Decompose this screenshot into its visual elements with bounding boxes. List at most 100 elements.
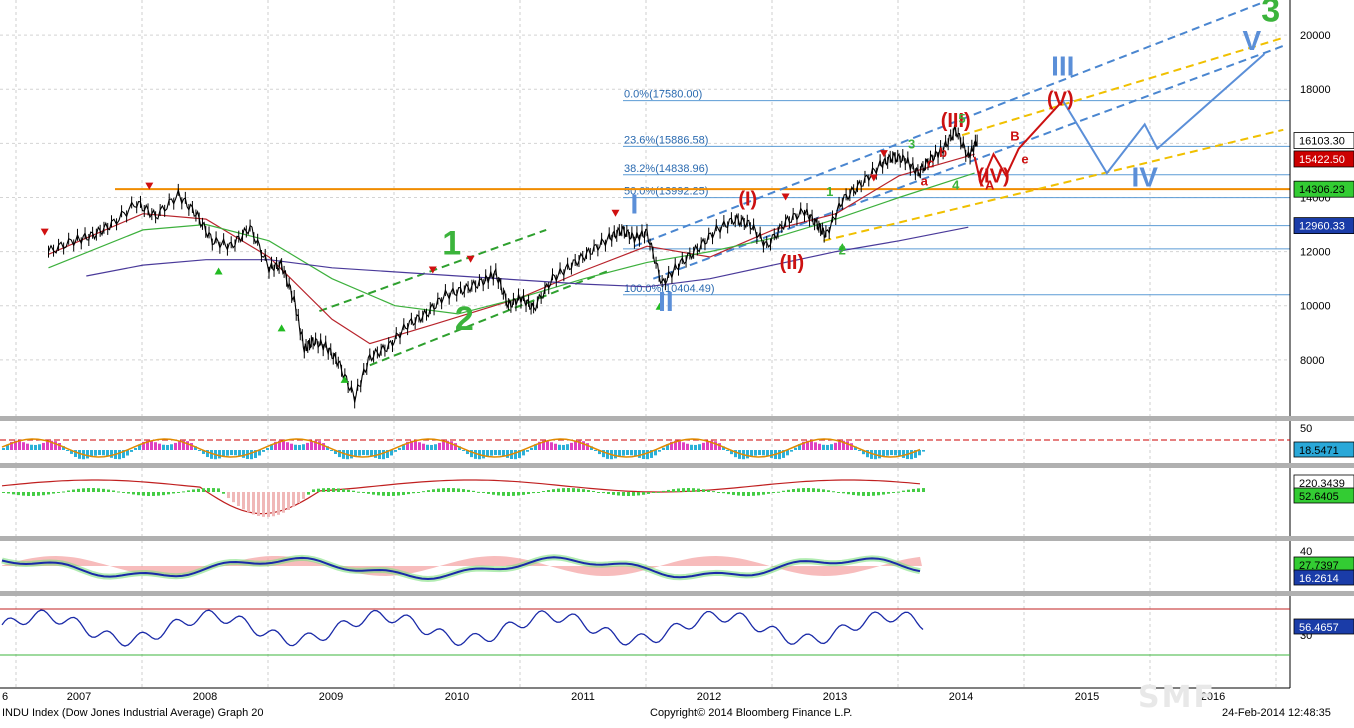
indicator-3-y-tick: 40	[1300, 546, 1312, 558]
indicator-1-bar	[438, 442, 441, 450]
indicator-2-bar	[167, 492, 170, 495]
indicator-1-bar	[526, 450, 529, 452]
indicator-1-bar	[254, 450, 257, 459]
indicator-1-bar	[446, 440, 449, 450]
indicator-1-bar	[530, 447, 533, 450]
indicator-1-bar	[410, 440, 413, 450]
y-tick-label: 18000	[1300, 84, 1331, 96]
signal-marker	[466, 255, 475, 263]
indicator-2-bar	[362, 492, 365, 493]
indicator-2-bar	[702, 489, 705, 492]
indicator-1-bar	[822, 444, 825, 450]
indicator-1-bar	[710, 440, 713, 450]
indicator-1-bar	[362, 450, 365, 456]
indicator-2-bar	[67, 490, 70, 492]
indicator-1-bar	[6, 444, 9, 450]
indicator-1-bar	[38, 444, 41, 450]
indicator-1-bar	[174, 442, 177, 450]
indicator-value-tag	[1293, 569, 1354, 586]
indicator-1-bar	[210, 450, 213, 459]
indicator-2-bar	[112, 490, 115, 492]
indicator-2-bar	[97, 488, 100, 492]
indicator-2-bar	[237, 492, 240, 506]
indicator-1-bar	[762, 450, 765, 456]
indicator-1-bar	[402, 444, 405, 450]
indicator-1-bar	[454, 443, 457, 450]
indicator-1-bar	[606, 450, 609, 459]
wave-label: 5	[958, 111, 965, 126]
indicator-value-tag	[1293, 441, 1354, 458]
indicator-1-bar	[222, 450, 225, 458]
indicator-2-bar	[147, 492, 150, 496]
indicator-1-bar	[74, 450, 77, 458]
signal-marker	[214, 267, 223, 275]
wave-label: III	[1051, 51, 1074, 82]
price-tag-label: 12960.33	[1299, 221, 1345, 233]
indicator-2-bar	[807, 488, 810, 492]
indicator-1-bar	[142, 441, 145, 450]
indicator-2-bar	[607, 492, 610, 495]
indicator-1-bar	[414, 441, 417, 450]
indicator-2-bar	[827, 490, 830, 492]
indicator-2-bar	[652, 492, 655, 493]
indicator-1-bar	[326, 446, 329, 450]
x-tick-label: 6	[2, 691, 8, 703]
trend-channel-line	[823, 128, 1284, 242]
indicator-2-bar	[2, 492, 5, 493]
indicator-2-bar	[832, 491, 835, 493]
indicator-2-bar	[787, 489, 790, 492]
indicator-2-bar	[687, 488, 690, 492]
indicator-2-bar	[182, 491, 185, 493]
signal-marker	[277, 324, 286, 332]
indicator-2-bar	[152, 492, 155, 496]
indicator-2-bar	[762, 492, 765, 495]
indicator-1-bar	[830, 444, 833, 450]
signal-marker	[340, 375, 349, 383]
indicator-2-bar	[252, 492, 255, 515]
indicator-2-bar	[277, 492, 280, 515]
indicator-1-bar	[350, 450, 353, 459]
indicator-1-bar	[738, 450, 741, 459]
indicator-1-bar	[834, 442, 837, 450]
indicator-2-bar	[642, 492, 645, 495]
panel-separator	[0, 463, 1354, 468]
indicator-1-bar	[282, 441, 285, 450]
indicator-3-area	[2, 556, 922, 576]
indicator-4-line	[1, 609, 924, 647]
indicator-1-bar	[634, 450, 637, 457]
indicator-2-bar	[512, 492, 515, 496]
indicator-2-bar	[632, 492, 635, 496]
wave-label: e	[1021, 152, 1028, 167]
trend-channel-line	[652, 44, 1284, 280]
indicator-1-bar	[138, 444, 141, 450]
indicator-1-bar	[434, 444, 437, 450]
indicator-1-bar	[18, 441, 21, 450]
indicator-2-bar	[87, 488, 90, 492]
indicator-1-bar	[94, 450, 97, 456]
indicator-2-bar	[327, 488, 330, 492]
panel-separator	[0, 536, 1354, 541]
indicator-2-bar	[57, 492, 60, 493]
indicator-2-bar	[352, 490, 355, 492]
indicator-2-bar	[247, 492, 250, 513]
indicator-2-bar	[437, 488, 440, 492]
indicator-2-bar	[712, 491, 715, 493]
indicator-2-bar	[862, 492, 865, 496]
indicator-1-bar	[238, 450, 241, 457]
indicator-2-bar	[767, 492, 770, 494]
indicator-2-bar	[7, 492, 10, 494]
wave-label: V	[1242, 25, 1261, 56]
indicator-2-bar	[772, 492, 775, 493]
indicator-1-bar	[590, 446, 593, 450]
indicator-1-bar	[786, 450, 789, 456]
indicator-1-bar	[702, 442, 705, 450]
indicator-2-bar	[82, 488, 85, 492]
wave-label: 2	[839, 242, 846, 257]
indicator-1-bar	[286, 442, 289, 450]
indicator-2-bar	[682, 488, 685, 492]
indicator-1-bar	[754, 450, 757, 456]
indicator-2-bar	[567, 488, 570, 492]
indicator-2-bar	[757, 492, 760, 496]
indicator-1-bar	[842, 440, 845, 450]
indicator-2-bar	[587, 490, 590, 492]
